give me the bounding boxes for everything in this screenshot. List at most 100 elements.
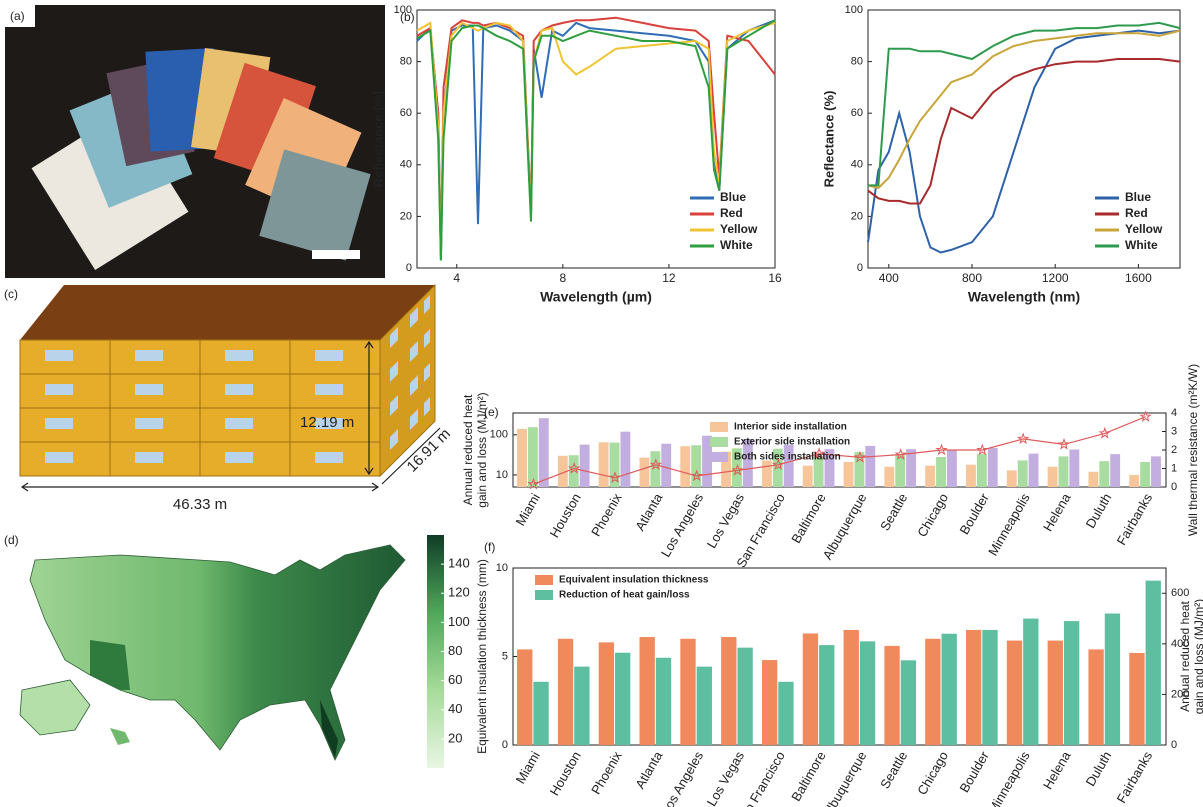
y-tick-label: 100 [845,4,863,16]
bar [988,448,998,487]
panel-label: (f) [484,540,495,554]
x-tick-label: Atlanta [632,748,666,791]
legend-label: Blue [1125,190,1151,204]
x-tick-label: 1200 [1042,271,1069,285]
y-tick-label: 60 [400,107,412,119]
legend-label: Equivalent insulation thickness [559,575,709,586]
x-tick-label: 8 [560,271,567,285]
y-tick-label: 0 [406,262,412,274]
bar [884,646,899,745]
x-tick-label: 1600 [1125,271,1152,285]
y-tick-label: 10 [496,562,508,574]
x-tick-label: Seattle [877,491,910,534]
bar [947,450,957,487]
x-tick-label: Duluth [1083,749,1115,789]
bar [558,639,573,745]
colorbar-tick-label: 40 [448,701,462,716]
y-axis-title: gain and loss (MJ/m²) [475,392,489,507]
x-tick-label: Los Vegas [704,748,748,807]
bar [966,465,976,487]
bar [762,660,777,745]
bar [517,649,532,745]
y2-axis-title: Annual reduced heat [1178,600,1192,711]
bar [680,446,690,487]
y2-tick-label: 0 [1171,481,1177,493]
x-tick-label: 16 [768,271,782,285]
bar [517,429,527,487]
series-line [868,23,1180,186]
y2-tick-label: 0 [1171,739,1177,751]
x-tick-label: Miami [513,749,543,787]
bar [884,467,894,487]
bar [1023,619,1038,745]
legend-swatch [535,590,553,600]
figure: (a) (c) 12.19 m 16.91 m 46.33 m [0,0,1203,807]
bar [680,639,695,745]
x-tick-label: Seattle [877,749,910,792]
x-tick-label: Los Angeles [658,748,707,807]
bar [1088,472,1098,487]
bar [640,637,655,745]
bar [1048,467,1058,487]
y-tick-label: 0 [857,262,863,274]
x-tick-label: Chicago [914,749,951,798]
bar [1059,456,1069,487]
legend-swatch [710,437,728,447]
x-tick-label: Baltimore [788,749,828,804]
x-tick-label: Chicago [914,491,951,540]
y-tick-label: 0 [502,739,508,751]
bar [599,442,609,487]
y2-tick-label: 3 [1171,425,1177,437]
x-tick-label: Fairbanks [1114,490,1156,547]
legend-swatch [535,575,553,585]
x-axis-title: Wavelength (µm) [540,289,652,305]
photo: (a) [5,5,385,278]
x-tick-label: Baltimore [788,491,828,546]
bar [1018,460,1028,487]
x-tick-label: Phoenix [588,490,625,539]
colorbar-tick-label: 120 [448,585,470,600]
x-tick-label: Atlanta [632,490,666,533]
bar [1146,581,1161,745]
y-tick-label: 5 [502,650,508,662]
bar [661,444,671,487]
y2-tick-label: 4 [1171,407,1177,419]
x-axis-title: Wavelength (nm) [968,289,1080,305]
bar [697,667,712,745]
bar [1088,649,1103,745]
x-tick-label: Fairbanks [1114,748,1156,805]
y-tick-label: 40 [851,159,863,171]
bar [803,633,818,745]
bar [982,630,997,745]
bar [1029,454,1039,487]
x-tick-label: 800 [962,271,982,285]
x-tick-label: Houston [547,749,584,798]
panel-label: (d) [4,533,19,547]
bar [1007,641,1022,745]
legend-label: Red [1125,206,1148,220]
y2-tick-label: 600 [1171,587,1189,599]
bar [721,637,736,745]
dimension-label: 12.19 m [300,414,354,431]
bar [533,682,548,745]
y2-tick-label: 2 [1171,444,1177,456]
bar [895,455,905,487]
y-axis-title: Reflectance (%) [370,91,385,188]
bar [778,682,793,745]
x-tick-label: Duluth [1083,491,1115,531]
y-tick-label: 60 [851,107,863,119]
legend-label: Yellow [1125,222,1163,236]
bar [528,427,538,487]
building: (c) 12.19 m 16.91 m 46.33 m [4,285,454,513]
legend-swatch [710,452,728,462]
legend-label: Reduction of heat gain/loss [559,590,690,601]
bar [844,462,854,487]
colorbar-tick-label: 20 [448,730,462,745]
y-tick-label: 80 [851,56,863,68]
y-tick-label: 40 [400,159,412,171]
bar [737,648,752,745]
x-tick-label: 4 [453,271,460,285]
bar [901,660,916,745]
bar [1007,470,1017,487]
bar [615,653,630,745]
